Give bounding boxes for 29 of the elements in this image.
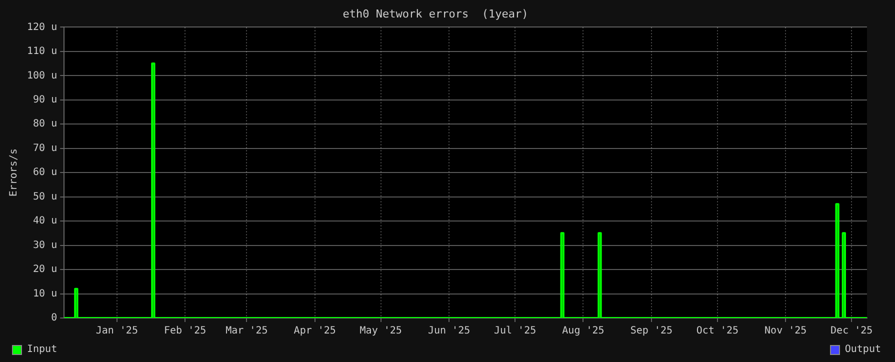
x-tick-label: Feb '25 xyxy=(164,326,206,337)
x-tick-label: May '25 xyxy=(360,326,402,337)
y-tick-label: 60 u xyxy=(33,167,58,178)
y-tick-label: 40 u xyxy=(33,216,58,227)
x-tick-label: Sep '25 xyxy=(630,326,673,337)
y-tick-label: 30 u xyxy=(33,240,58,251)
chart-title: eth0 Network errors (1year) xyxy=(342,7,528,20)
y-tick-label: 110 u xyxy=(26,46,58,58)
y-tick-label: 20 u xyxy=(33,264,58,276)
legend-label: Input xyxy=(27,344,58,355)
y-tick-label: 120 u xyxy=(26,22,58,33)
y-tick-label: 80 u xyxy=(33,118,58,130)
x-tick-label: Jan '25 xyxy=(96,326,138,337)
y-tick-label: 10 u xyxy=(33,288,58,300)
legend-label: Output xyxy=(844,344,881,355)
x-tick-label: Jul '25 xyxy=(494,326,536,337)
y-tick-label: 90 u xyxy=(33,94,58,106)
x-tick-label: Jun '25 xyxy=(428,326,470,337)
y-tick-label: 70 u xyxy=(33,142,58,154)
x-tick-label: Mar '25 xyxy=(226,326,268,337)
x-tick-label: Oct '25 xyxy=(696,326,738,337)
y-tick-label: 0 xyxy=(51,312,58,324)
y-axis-title: Errors/s xyxy=(8,148,20,197)
y-tick-label: 100 u xyxy=(26,70,58,82)
y-tick-label: 50 u xyxy=(33,191,58,202)
x-tick-label: Dec '25 xyxy=(830,326,873,337)
x-tick-label: Nov '25 xyxy=(764,326,807,337)
x-tick-label: Apr '25 xyxy=(294,326,336,337)
x-tick-label: Aug '25 xyxy=(562,326,604,337)
